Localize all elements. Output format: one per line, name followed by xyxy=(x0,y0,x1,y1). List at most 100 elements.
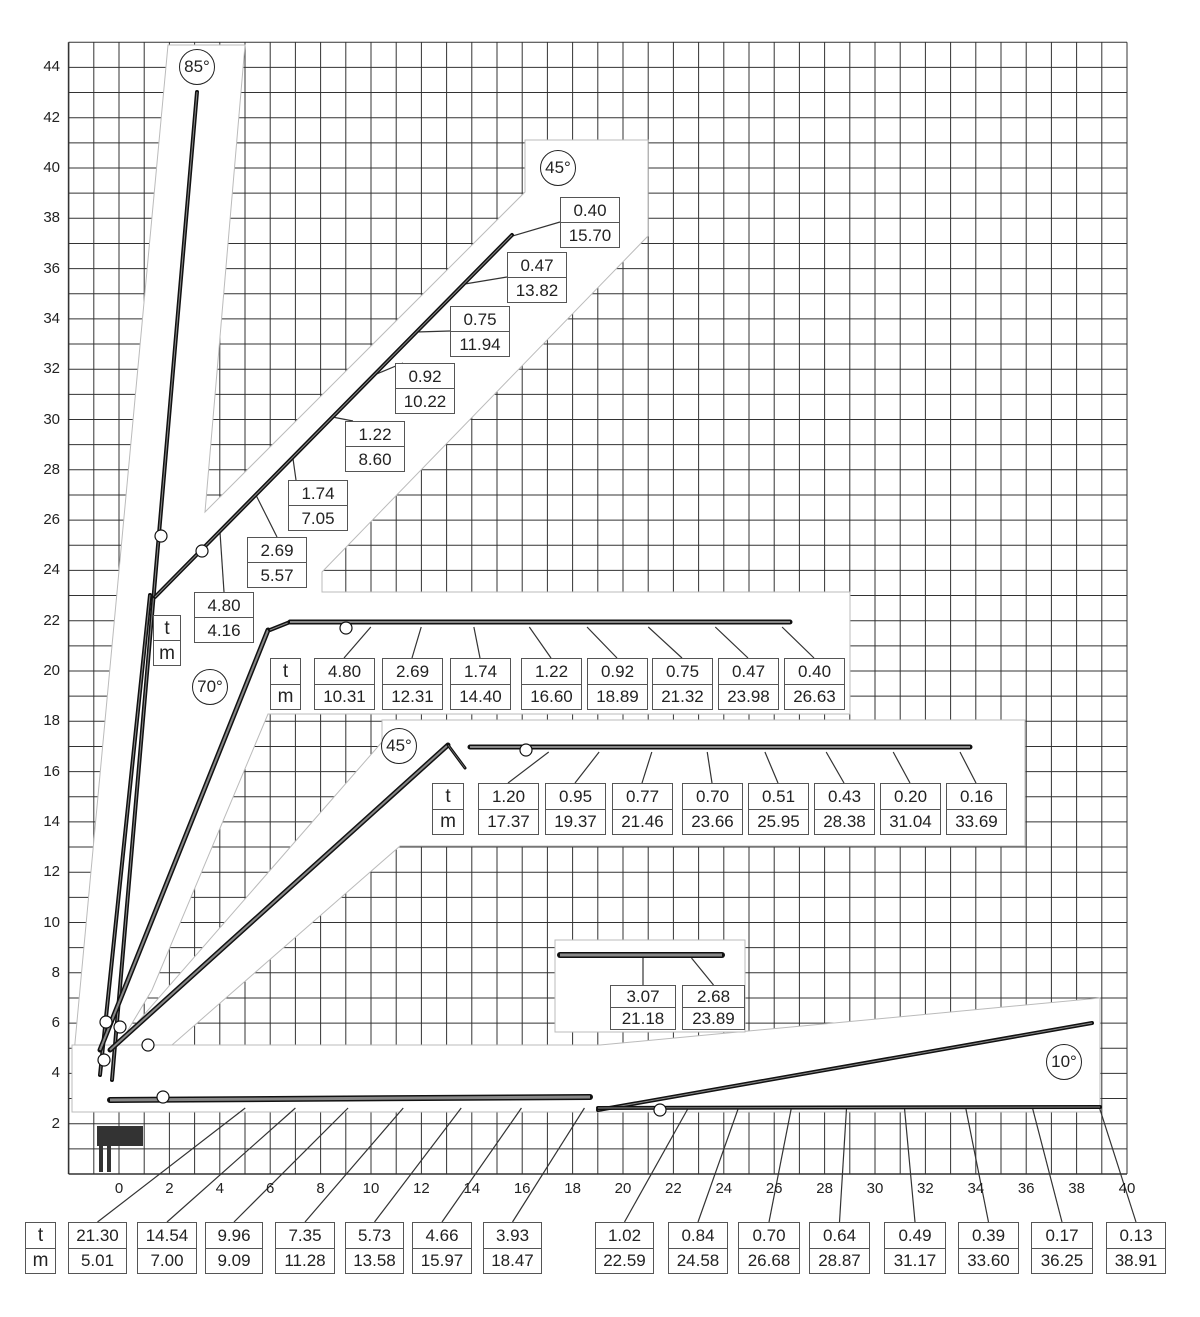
load-value: 0.51 xyxy=(761,786,796,806)
leader-line xyxy=(892,751,911,784)
radius-value: 21.46 xyxy=(613,808,672,835)
outrigger-leg xyxy=(107,1146,111,1172)
load-box: 0.70 23.66 xyxy=(682,783,743,835)
load-box: 0.95 19.37 xyxy=(545,783,606,835)
radius-value: 15.97 xyxy=(413,1247,471,1274)
load-box: 0.47 13.82 xyxy=(507,252,567,303)
load-value: t xyxy=(164,617,170,639)
pivot-joint xyxy=(519,743,533,757)
radius-value: 12.31 xyxy=(383,683,442,710)
load-value: 2.69 xyxy=(395,661,430,681)
load-value: 0.75 xyxy=(463,309,497,329)
load-box: 1.22 8.60 xyxy=(345,421,405,472)
load-box: 1.02 22.59 xyxy=(595,1222,654,1274)
x-tick-label: 6 xyxy=(266,1180,275,1197)
leader-line xyxy=(697,1107,739,1223)
radius-value: 10.22 xyxy=(396,388,454,413)
radius-value: m xyxy=(26,1247,55,1274)
leader-line xyxy=(415,330,451,333)
x-tick-label: 22 xyxy=(665,1180,682,1197)
radius-value: m xyxy=(154,640,180,665)
radius-value: 18.89 xyxy=(588,683,647,710)
load-value: 0.70 xyxy=(752,1225,786,1245)
load-value: 0.84 xyxy=(681,1225,715,1245)
pivot-joint xyxy=(195,544,209,558)
leader-line xyxy=(706,751,713,784)
load-value: 0.49 xyxy=(898,1225,932,1245)
y-tick-label: 22 xyxy=(43,611,60,629)
y-tick-label: 2 xyxy=(51,1114,60,1132)
load-box: 0.40 15.70 xyxy=(560,197,620,248)
y-tick-label: 4 xyxy=(51,1064,60,1082)
leader-line xyxy=(510,221,561,238)
radius-value: 18.47 xyxy=(484,1247,541,1274)
y-tick-label: 44 xyxy=(43,58,60,76)
pivot-joint xyxy=(141,1038,155,1052)
boom-45-upper-jib-highlight xyxy=(154,234,513,598)
boom-horizontal-extension-highlight xyxy=(597,1106,1101,1109)
radius-value: 10.31 xyxy=(315,683,374,710)
leader-line xyxy=(473,626,481,659)
load-box: 4.80 4.16 xyxy=(194,592,254,643)
load-value: t xyxy=(282,660,289,682)
y-tick-label: 18 xyxy=(43,712,60,730)
load-box: 1.22 16.60 xyxy=(521,658,582,710)
radius-value: 11.94 xyxy=(451,331,509,356)
radius-value: 13.82 xyxy=(508,277,566,302)
radius-value: 14.40 xyxy=(451,683,510,710)
pivot-joint xyxy=(653,1103,667,1117)
pivot-joint xyxy=(154,529,168,543)
x-tick-label: 16 xyxy=(513,1180,531,1197)
y-tick-label: 10 xyxy=(43,913,60,931)
load-value: 0.16 xyxy=(959,786,994,806)
radius-value: 8.60 xyxy=(346,446,404,471)
radius-value: 36.25 xyxy=(1032,1247,1092,1274)
leader-lines xyxy=(97,221,1137,1223)
load-value: 0.92 xyxy=(408,366,442,386)
load-value: 1.22 xyxy=(358,424,392,444)
boom-70-column-highlight xyxy=(99,629,269,1051)
load-box: 0.92 18.89 xyxy=(587,658,648,710)
radius-value: 21.32 xyxy=(653,683,712,710)
x-tick-label: 30 xyxy=(866,1180,884,1197)
booms xyxy=(97,90,1102,1172)
leader-line xyxy=(781,626,815,659)
load-box: 0.20 31.04 xyxy=(880,783,941,835)
radius-value: 33.69 xyxy=(947,808,1006,835)
y-tick-label: 40 xyxy=(43,159,60,176)
leader-line xyxy=(166,1107,296,1223)
load-box: 0.47 23.98 xyxy=(718,658,779,710)
load-value: 14.54 xyxy=(145,1225,189,1245)
angle-label-45-lower: 45° xyxy=(381,728,417,764)
boom-70-knuckle-highlight xyxy=(269,621,291,631)
radius-value: 23.66 xyxy=(683,808,742,835)
load-value: 0.47 xyxy=(731,661,766,681)
leader-line xyxy=(586,626,618,659)
load-value: 5.73 xyxy=(357,1225,392,1245)
load-value: 0.40 xyxy=(573,200,607,220)
pivot-joint xyxy=(113,1020,127,1034)
load-value: 0.13 xyxy=(1119,1225,1153,1245)
radius-value: 26.68 xyxy=(739,1247,799,1274)
leader-line xyxy=(1098,1107,1137,1223)
load-box: 1.74 7.05 xyxy=(288,480,348,531)
load-value: 0.17 xyxy=(1045,1225,1079,1245)
radius-value: 9.09 xyxy=(206,1247,262,1274)
load-value: 7.35 xyxy=(288,1225,322,1245)
x-tick-label: 2 xyxy=(165,1180,174,1197)
load-box: 3.93 18.47 xyxy=(483,1222,542,1274)
leader-line xyxy=(1031,1107,1063,1223)
radius-value: 17.37 xyxy=(479,808,538,835)
x-tick-label: 0 xyxy=(114,1180,124,1197)
x-tick-label: 38 xyxy=(1068,1180,1085,1197)
pivot-joint xyxy=(99,1015,113,1029)
radius-value: 24.58 xyxy=(669,1247,727,1274)
load-value: 0.75 xyxy=(665,661,700,681)
boom-85-highlight xyxy=(111,91,198,1081)
load-value: 0.40 xyxy=(797,661,832,681)
load-value: 0.43 xyxy=(827,786,862,806)
load-value: 1.22 xyxy=(534,661,569,681)
leader-line xyxy=(959,751,977,784)
leader-line xyxy=(528,626,552,659)
